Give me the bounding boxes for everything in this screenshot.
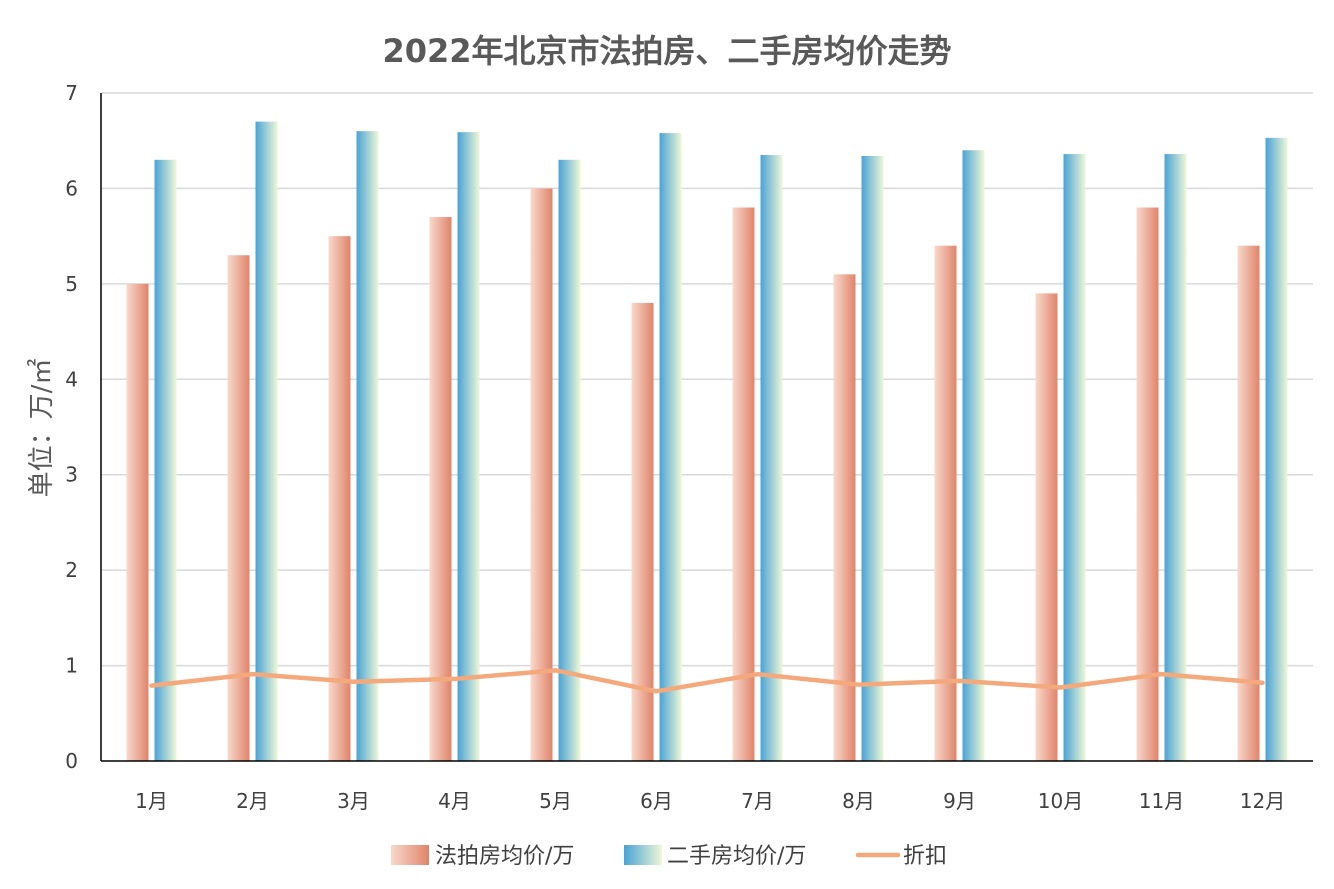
bar-auction-price — [1237, 245, 1260, 761]
bar-auction-price — [328, 236, 351, 762]
bar-secondhand-price — [962, 150, 985, 761]
bar-auction-price — [1136, 207, 1159, 761]
x-tick-label: 8月 — [842, 789, 875, 813]
bar-auction-price — [126, 283, 149, 761]
legend-label-auction: 法拍房均价/万 — [435, 844, 574, 869]
bar-auction-price — [1035, 293, 1058, 761]
bar-auction-price — [934, 245, 957, 761]
bar-secondhand-price — [356, 131, 379, 761]
y-tick-label: 0 — [65, 749, 78, 773]
y-tick-label: 6 — [65, 176, 78, 200]
bar-auction-price — [429, 217, 452, 762]
bar-secondhand-price — [659, 133, 682, 761]
y-axis-ticks: 0 1 2 3 4 5 6 7 — [65, 81, 78, 773]
x-tick-label: 7月 — [741, 789, 774, 813]
bar-secondhand-price — [861, 155, 884, 762]
bar-auction-price — [227, 255, 250, 761]
x-axis-ticks: 1月 2月 3月 4月 5月 6月 7月 8月 9月 10月 11月 12月 — [135, 789, 1285, 813]
y-tick-label: 4 — [65, 367, 78, 391]
bars — [126, 121, 1288, 762]
gridlines — [101, 92, 1313, 667]
discount-line — [149, 668, 1265, 694]
bar-secondhand-price — [1265, 137, 1288, 761]
legend-label-secondhand: 二手房均价/万 — [667, 844, 806, 869]
chart-title: 2022年北京市法拍房、二手房均价走势 — [382, 32, 951, 70]
x-tick-label: 10月 — [1038, 789, 1083, 813]
x-tick-label: 1月 — [135, 789, 168, 813]
bar-auction-price — [833, 274, 856, 761]
x-tick-label: 5月 — [539, 789, 572, 813]
x-tick-label: 2月 — [236, 789, 269, 813]
bar-auction-price — [530, 188, 553, 761]
discount-line-group — [149, 668, 1265, 694]
y-axis-label: 单位：万/㎡ — [27, 359, 57, 498]
y-tick-label: 2 — [65, 558, 78, 582]
x-tick-label: 3月 — [337, 789, 370, 813]
y-tick-label: 7 — [65, 81, 78, 105]
axes — [100, 93, 1313, 762]
x-tick-label: 9月 — [943, 789, 976, 813]
bar-secondhand-price — [760, 155, 783, 761]
x-tick-label: 4月 — [438, 789, 471, 813]
x-tick-label: 6月 — [640, 789, 673, 813]
bar-auction-price — [732, 207, 755, 761]
bar-auction-price — [631, 302, 654, 761]
bar-secondhand-price — [255, 121, 278, 762]
legend-swatch-auction — [391, 845, 429, 865]
bar-secondhand-price — [154, 159, 177, 762]
bar-secondhand-price — [1063, 154, 1086, 761]
y-tick-label: 5 — [65, 272, 78, 296]
bar-secondhand-price — [457, 132, 480, 761]
legend-swatch-secondhand — [624, 845, 662, 865]
x-tick-label: 12月 — [1240, 789, 1285, 813]
y-tick-label: 1 — [65, 654, 78, 678]
legend: 法拍房均价/万 二手房均价/万 折扣 — [391, 844, 947, 869]
bar-secondhand-price — [1164, 154, 1187, 761]
legend-label-discount: 折扣 — [903, 844, 947, 869]
y-tick-label: 3 — [65, 463, 78, 487]
x-tick-label: 11月 — [1139, 789, 1184, 813]
bar-secondhand-price — [558, 159, 581, 762]
